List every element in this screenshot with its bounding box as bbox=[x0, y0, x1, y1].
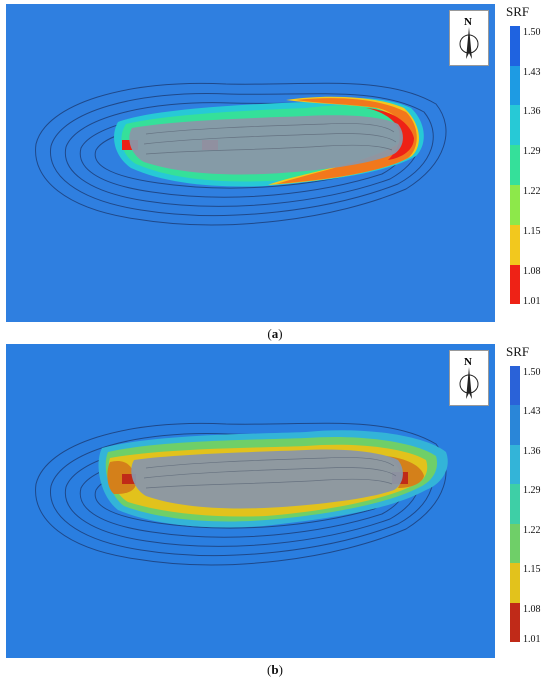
scale-seg-4 bbox=[510, 484, 520, 524]
legend-a: SRF 1.50 1.43 1.36 1.29 1.22 1.15 1.08 1… bbox=[506, 4, 550, 308]
tick-label: 1.01 bbox=[523, 634, 541, 645]
tick-label: 1.50 bbox=[523, 27, 541, 38]
scale-seg-1 bbox=[510, 366, 520, 405]
caption-open: ( bbox=[267, 662, 272, 677]
color-scale-a bbox=[510, 26, 520, 304]
caption-a: (a) bbox=[0, 326, 550, 342]
caption-open: ( bbox=[267, 326, 272, 341]
srf-zones-a bbox=[114, 96, 424, 187]
scale-seg-6 bbox=[510, 225, 520, 265]
tick-label: 1.22 bbox=[523, 186, 541, 197]
legend-title-a: SRF bbox=[506, 4, 530, 19]
scale-seg-7 bbox=[510, 603, 520, 642]
zone-red-left bbox=[122, 140, 138, 150]
panel-a: N bbox=[6, 4, 495, 322]
tick-label: 1.08 bbox=[523, 266, 541, 277]
scale-seg-3 bbox=[510, 445, 520, 484]
tick-label: 1.01 bbox=[523, 296, 541, 307]
scale-seg-6 bbox=[510, 563, 520, 603]
caption-close: ) bbox=[278, 326, 283, 341]
zone-red bbox=[366, 108, 414, 160]
caption-letter: a bbox=[271, 326, 279, 341]
tick-label: 1.15 bbox=[523, 226, 541, 237]
tick-label: 1.50 bbox=[523, 367, 541, 378]
caption-letter: b bbox=[271, 662, 279, 677]
legend-title-b: SRF bbox=[506, 344, 530, 359]
legend-b: SRF 1.50 1.43 1.36 1.29 1.22 1.15 1.08 1… bbox=[506, 344, 550, 648]
scale-seg-2 bbox=[510, 66, 520, 105]
scale-seg-3 bbox=[510, 105, 520, 145]
tick-label: 1.36 bbox=[523, 106, 541, 117]
north-arrow-icon: N bbox=[459, 16, 479, 59]
tick-label: 1.22 bbox=[523, 525, 541, 536]
tick-label: 1.29 bbox=[523, 146, 541, 157]
north-arrow-a: N bbox=[449, 10, 489, 66]
color-scale-b bbox=[510, 366, 520, 642]
srf-contour-map-a bbox=[6, 4, 495, 322]
svg-text:N: N bbox=[464, 16, 472, 28]
scale-seg-1 bbox=[510, 26, 520, 66]
pit-floor bbox=[131, 449, 403, 509]
srf-zones-b bbox=[98, 430, 448, 528]
srf-contour-map-b bbox=[6, 344, 495, 658]
svg-text:N: N bbox=[464, 356, 472, 368]
scale-seg-5 bbox=[510, 524, 520, 563]
scale-seg-4 bbox=[510, 145, 520, 185]
north-arrow-b: N bbox=[449, 350, 489, 406]
scale-seg-2 bbox=[510, 405, 520, 445]
caption-close: ) bbox=[278, 662, 283, 677]
scale-seg-7 bbox=[510, 265, 520, 304]
scale-seg-5 bbox=[510, 185, 520, 225]
tick-label: 1.43 bbox=[523, 406, 541, 417]
pit-floor bbox=[129, 115, 403, 175]
zone-orange bbox=[107, 460, 136, 494]
north-arrow-icon: N bbox=[459, 356, 479, 399]
tick-label: 1.36 bbox=[523, 446, 541, 457]
tick-label: 1.08 bbox=[523, 604, 541, 615]
zone-red-left bbox=[122, 474, 136, 484]
panel-b: N bbox=[6, 344, 495, 658]
caption-b: (b) bbox=[0, 662, 550, 678]
tick-label: 1.15 bbox=[523, 564, 541, 575]
zone-orange bbox=[276, 98, 417, 184]
tick-label: 1.43 bbox=[523, 67, 541, 78]
tick-label: 1.29 bbox=[523, 485, 541, 496]
